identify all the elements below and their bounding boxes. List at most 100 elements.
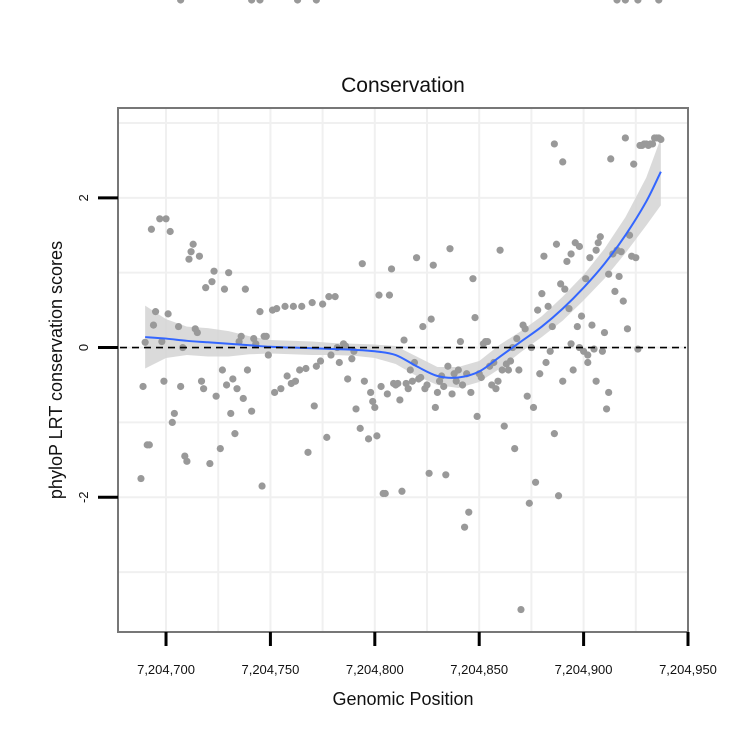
data-point <box>195 252 204 260</box>
data-point <box>630 160 638 168</box>
data-point <box>364 435 373 443</box>
x-tick-label: 7,204,700 <box>137 662 195 677</box>
data-point <box>598 347 607 355</box>
data-point <box>511 445 519 453</box>
data-point <box>248 0 256 4</box>
smooth-line-layer <box>145 171 662 379</box>
data-point <box>544 302 552 310</box>
data-point <box>588 321 596 329</box>
data-point <box>358 260 366 268</box>
data-point <box>319 300 327 308</box>
data-point <box>423 381 431 389</box>
x-tick-label: 7,204,950 <box>659 662 717 677</box>
data-point <box>648 140 657 148</box>
data-point <box>573 322 581 331</box>
data-point <box>552 240 561 248</box>
data-point <box>231 430 239 438</box>
data-point <box>202 284 210 292</box>
data-point <box>542 358 550 367</box>
data-point <box>456 337 465 346</box>
data-point <box>655 0 663 4</box>
data-point <box>256 308 264 316</box>
data-point <box>634 345 642 353</box>
data-point <box>225 269 233 277</box>
data-point <box>316 357 325 365</box>
data-point <box>565 305 573 313</box>
data-point <box>492 385 500 393</box>
data-point <box>183 457 191 465</box>
data-point <box>575 242 584 251</box>
data-point <box>371 403 379 412</box>
data-point <box>229 375 237 383</box>
x-tick-label: 7,204,800 <box>346 662 404 677</box>
data-point <box>289 302 297 310</box>
data-point <box>406 366 414 374</box>
data-point <box>220 285 229 293</box>
data-point <box>621 0 629 4</box>
data-point <box>193 328 201 337</box>
panel-border <box>117 107 689 633</box>
data-point <box>356 424 364 432</box>
data-point <box>341 342 350 350</box>
data-point <box>394 379 402 388</box>
data-point <box>517 605 525 614</box>
data-point <box>471 314 479 322</box>
data-point <box>465 508 473 516</box>
data-point <box>605 270 613 278</box>
data-point <box>621 134 629 142</box>
data-point <box>500 422 508 430</box>
data-point <box>477 373 485 382</box>
data-point <box>513 334 521 343</box>
data-point <box>515 366 523 374</box>
x-tick-label: 7,204,750 <box>241 662 299 677</box>
data-point <box>147 225 156 233</box>
data-point <box>270 388 279 397</box>
data-point <box>385 291 394 299</box>
data-point <box>613 0 621 4</box>
data-point <box>460 523 469 531</box>
data-point <box>567 340 575 348</box>
data-point <box>561 285 569 293</box>
data-point <box>417 373 425 382</box>
data-point <box>531 478 540 486</box>
data-point <box>264 351 272 359</box>
data-point <box>177 382 185 391</box>
data-point <box>540 252 548 260</box>
data-point <box>596 233 604 241</box>
data-point <box>569 366 577 374</box>
data-point <box>164 310 172 318</box>
data-point <box>398 487 406 495</box>
data-point <box>383 390 391 398</box>
data-point <box>523 392 531 400</box>
data-point <box>233 385 241 393</box>
data-point <box>559 158 567 166</box>
data-point <box>291 377 300 385</box>
data-point <box>381 489 389 498</box>
data-point <box>256 0 264 4</box>
x-tick-label: 7,204,900 <box>555 662 613 677</box>
data-point <box>185 255 193 263</box>
data-point <box>216 445 224 453</box>
data-point <box>634 0 642 4</box>
data-point <box>546 347 554 355</box>
x-axis-title: Genomic Position <box>332 689 473 709</box>
data-point <box>158 337 166 346</box>
data-point <box>534 306 542 314</box>
data-point <box>577 312 586 320</box>
data-point <box>377 382 385 391</box>
data-point <box>325 293 333 301</box>
data-point <box>452 377 460 385</box>
data-point <box>160 377 168 385</box>
data-point <box>657 135 665 144</box>
data-point <box>312 362 320 370</box>
data-point <box>208 278 216 286</box>
data-point <box>615 272 623 281</box>
data-point <box>429 261 437 269</box>
data-point <box>529 403 538 412</box>
data-point <box>525 499 533 507</box>
data-point <box>557 280 565 288</box>
data-point <box>298 302 306 310</box>
data-point <box>563 257 571 266</box>
data-point <box>258 482 266 490</box>
